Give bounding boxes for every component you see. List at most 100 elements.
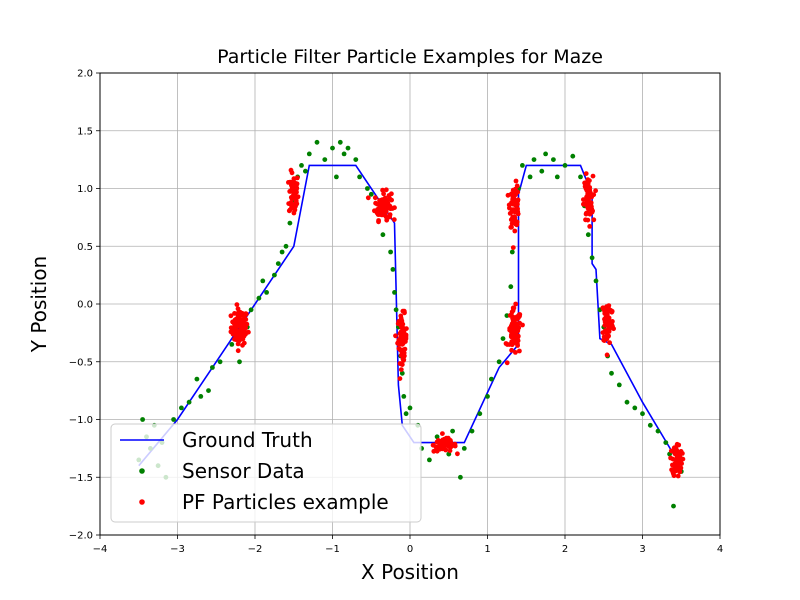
pf-particle-point bbox=[235, 348, 241, 354]
pf-particle-point bbox=[383, 187, 389, 193]
x-tick-label: 2 bbox=[562, 544, 568, 555]
pf-particle-point bbox=[396, 339, 401, 345]
y-tick-label: 1.0 bbox=[77, 184, 93, 195]
sensor-data-point bbox=[616, 382, 622, 388]
pf-particle-point bbox=[606, 333, 611, 339]
pf-particle-point bbox=[513, 178, 519, 184]
sensor-data-point bbox=[393, 307, 399, 313]
pf-particle-point bbox=[289, 180, 295, 186]
sensor-data-point bbox=[554, 174, 560, 180]
sensor-data-point bbox=[248, 307, 254, 313]
pf-particle-point bbox=[514, 222, 519, 228]
pf-particle-point bbox=[602, 316, 607, 322]
pf-particle-point bbox=[290, 193, 296, 199]
pf-particle-point bbox=[515, 328, 521, 334]
sensor-data-point bbox=[345, 145, 351, 151]
y-axis-label: Y Position bbox=[27, 256, 51, 353]
pf-particle-point bbox=[232, 326, 238, 331]
pf-particle-point bbox=[677, 453, 683, 458]
pf-particle-point bbox=[604, 352, 610, 358]
pf-particle-point bbox=[235, 335, 241, 341]
pf-particle-point bbox=[591, 217, 597, 223]
pf-particle-point bbox=[504, 360, 510, 366]
pf-particle-point bbox=[585, 210, 590, 215]
sensor-data-point bbox=[206, 388, 211, 393]
pf-particle-point bbox=[365, 195, 371, 201]
sensor-data-point bbox=[272, 272, 277, 278]
sensor-data-point bbox=[275, 261, 281, 266]
pf-particle-point bbox=[440, 431, 445, 436]
sensor-data-point bbox=[450, 428, 455, 434]
pf-particle-point bbox=[438, 440, 444, 445]
x-tick-label: 4 bbox=[717, 544, 723, 555]
pf-particle-point bbox=[582, 184, 588, 189]
x-tick-label: 0 bbox=[407, 544, 413, 555]
x-tick-label: 3 bbox=[639, 544, 645, 555]
sensor-data-point bbox=[353, 157, 359, 163]
sensor-data-point bbox=[527, 174, 533, 180]
pf-particle-point bbox=[240, 313, 246, 318]
pf-particle-point bbox=[585, 217, 591, 223]
pf-particle-point bbox=[515, 343, 520, 348]
sensor-data-point bbox=[469, 428, 475, 434]
pf-particle-point bbox=[509, 224, 514, 230]
sensor-data-point bbox=[334, 174, 339, 180]
pf-particle-point bbox=[384, 217, 390, 223]
x-tick-label: −3 bbox=[170, 544, 185, 555]
legend-sensor-data-swatch bbox=[139, 468, 145, 474]
sensor-data-point bbox=[283, 243, 289, 249]
y-tick-label: −0.5 bbox=[69, 357, 93, 368]
pf-particle-point bbox=[447, 444, 453, 450]
pf-particle-point bbox=[510, 194, 516, 199]
pf-particle-point bbox=[241, 323, 246, 329]
pf-particle-point bbox=[515, 197, 521, 203]
pf-particle-point bbox=[510, 245, 516, 251]
pf-particle-point bbox=[515, 321, 521, 327]
sensor-data-point bbox=[322, 157, 328, 163]
pf-particle-point bbox=[609, 309, 615, 315]
pf-particle-point bbox=[590, 173, 596, 179]
sensor-data-point bbox=[399, 370, 405, 376]
sensor-data-point bbox=[198, 394, 204, 399]
pf-particle-point bbox=[513, 301, 519, 307]
pf-particle-point bbox=[581, 197, 586, 203]
sensor-data-point bbox=[489, 376, 494, 382]
pf-particle-point bbox=[509, 347, 514, 353]
pf-particle-point bbox=[238, 317, 244, 323]
sensor-data-point bbox=[407, 405, 413, 411]
pf-particle-point bbox=[610, 319, 615, 324]
pf-particle-point bbox=[443, 447, 449, 453]
y-tick-label: 1.5 bbox=[77, 126, 93, 137]
pf-particle-point bbox=[602, 307, 608, 313]
pf-particle-point bbox=[447, 448, 453, 454]
pf-particle-point bbox=[507, 342, 512, 347]
pf-particle-point bbox=[376, 219, 381, 225]
pf-particle-point bbox=[587, 224, 593, 229]
pf-particle-point bbox=[372, 195, 378, 201]
sensor-data-point bbox=[655, 428, 661, 434]
sensor-data-point bbox=[458, 474, 463, 480]
sensor-data-point bbox=[531, 157, 537, 163]
pf-particle-point bbox=[668, 448, 674, 454]
pf-particle-point bbox=[379, 197, 385, 203]
pf-particle-point bbox=[398, 329, 404, 335]
sensor-data-point bbox=[427, 457, 432, 463]
pf-particle-point bbox=[448, 438, 453, 443]
pf-particle-point bbox=[675, 466, 681, 472]
pf-particle-point bbox=[512, 315, 518, 320]
pf-particle-point bbox=[401, 358, 406, 363]
sensor-data-point bbox=[647, 422, 653, 428]
sensor-data-point bbox=[171, 417, 177, 422]
y-tick-label: −1.5 bbox=[69, 473, 93, 484]
pf-particle-point bbox=[601, 334, 607, 340]
x-tick-label: 1 bbox=[484, 544, 490, 555]
sensor-data-point bbox=[217, 359, 223, 365]
legend-ground-truth-label: Ground Truth bbox=[182, 428, 313, 452]
pf-particle-point bbox=[607, 340, 612, 346]
pf-particle-point bbox=[586, 195, 591, 200]
pf-particle-point bbox=[398, 313, 404, 319]
sensor-data-point bbox=[477, 411, 483, 417]
pf-particle-point bbox=[511, 323, 517, 329]
pf-particle-point bbox=[510, 305, 516, 311]
